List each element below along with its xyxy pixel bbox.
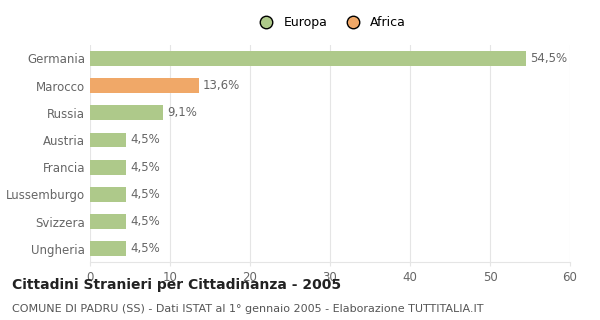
- Text: Cittadini Stranieri per Cittadinanza - 2005: Cittadini Stranieri per Cittadinanza - 2…: [12, 278, 341, 292]
- Text: 54,5%: 54,5%: [530, 52, 567, 65]
- Text: 4,5%: 4,5%: [130, 161, 160, 174]
- Bar: [90, 51, 526, 66]
- Text: 4,5%: 4,5%: [130, 215, 160, 228]
- Legend: Europa, Africa: Europa, Africa: [249, 11, 411, 34]
- Bar: [90, 187, 126, 202]
- Bar: [90, 78, 199, 93]
- Text: 4,5%: 4,5%: [130, 188, 160, 201]
- Bar: [90, 105, 163, 120]
- Text: 13,6%: 13,6%: [203, 79, 240, 92]
- Bar: [90, 132, 126, 148]
- Bar: [90, 160, 126, 175]
- Bar: [90, 241, 126, 256]
- Text: 4,5%: 4,5%: [130, 133, 160, 147]
- Text: COMUNE DI PADRU (SS) - Dati ISTAT al 1° gennaio 2005 - Elaborazione TUTTITALIA.I: COMUNE DI PADRU (SS) - Dati ISTAT al 1° …: [12, 304, 484, 314]
- Text: 4,5%: 4,5%: [130, 242, 160, 255]
- Text: 9,1%: 9,1%: [167, 106, 197, 119]
- Bar: [90, 214, 126, 229]
